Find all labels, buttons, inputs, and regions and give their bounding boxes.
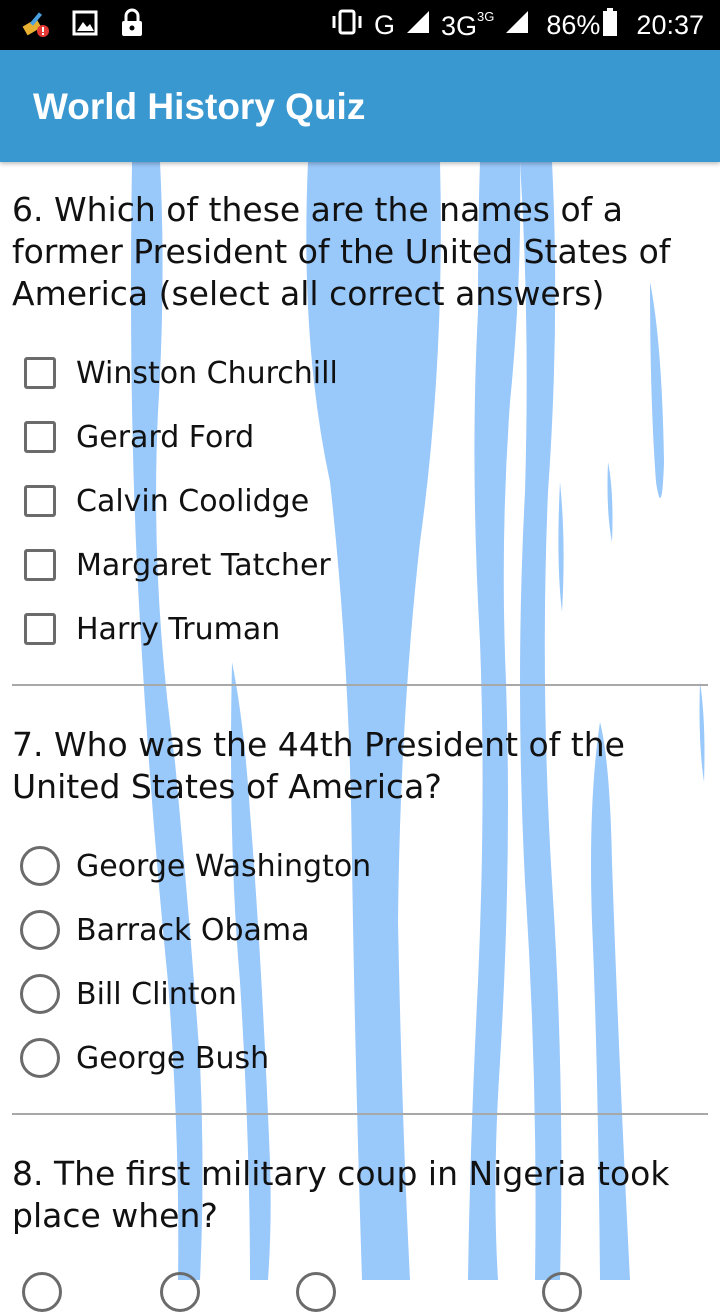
radio-button[interactable] — [296, 1272, 336, 1312]
battery-percent: 86% — [546, 9, 601, 40]
network-type-label: G — [373, 9, 395, 40]
option-gerard-ford[interactable]: Gerard Ford — [24, 415, 254, 459]
divider — [12, 684, 708, 686]
checkbox[interactable] — [24, 485, 56, 517]
network-3g-sup: 3G — [477, 8, 495, 24]
checkbox[interactable] — [24, 357, 56, 389]
cleaner-broom-icon — [20, 8, 50, 43]
clock-time: 20:37 — [636, 9, 704, 40]
option-label: Margaret Tatcher — [76, 547, 331, 583]
radio-button[interactable] — [20, 846, 60, 886]
option-label: Gerard Ford — [76, 419, 255, 455]
battery-icon — [602, 7, 618, 44]
radio-button[interactable] — [160, 1272, 200, 1312]
option-label: Winston Churchill — [76, 355, 338, 391]
radio-button[interactable] — [20, 974, 60, 1014]
radio-button[interactable] — [542, 1272, 582, 1312]
vibrate-icon — [330, 8, 364, 43]
option-harry-truman[interactable]: Harry Truman — [24, 607, 280, 651]
option-label: Calvin Coolidge — [76, 483, 310, 519]
network-3g-label: 3G — [441, 10, 478, 41]
background-streaks — [131, 162, 705, 1280]
option-label: Bill Clinton — [76, 976, 237, 1012]
radio-button[interactable] — [20, 1038, 60, 1078]
radio-button[interactable] — [20, 910, 60, 950]
option-barrack-obama[interactable]: Barrack Obama — [20, 908, 310, 952]
signal-strength-icon — [405, 9, 431, 42]
option-label: George Bush — [76, 1040, 270, 1076]
option-margaret-tatcher[interactable]: Margaret Tatcher — [24, 543, 331, 587]
question-6-text: 6. Which of these are the names of a for… — [12, 190, 671, 313]
option-george-bush[interactable]: George Bush — [20, 1036, 270, 1080]
question-7-text: 7. Who was the 44th President of the Uni… — [12, 725, 625, 806]
option-label: George Washington — [76, 848, 372, 884]
option-winston-churchill[interactable]: Winston Churchill — [24, 351, 338, 395]
divider — [12, 1113, 708, 1115]
app-bar: World History Quiz — [0, 50, 720, 162]
app-title: World History Quiz — [33, 86, 366, 127]
network-3g-indicator: 3G3G — [441, 9, 494, 42]
gallery-image-icon — [72, 10, 98, 41]
option-label: Barrack Obama — [76, 912, 310, 948]
checkbox[interactable] — [24, 421, 56, 453]
lock-icon — [120, 8, 144, 43]
radio-button[interactable] — [22, 1272, 62, 1312]
question-8-text: 8. The first military coup in Nigeria to… — [12, 1154, 670, 1235]
option-bill-clinton[interactable]: Bill Clinton — [20, 972, 237, 1016]
option-calvin-coolidge[interactable]: Calvin Coolidge — [24, 479, 309, 523]
option-label: Harry Truman — [76, 611, 281, 647]
option-george-washington[interactable]: George Washington — [20, 844, 372, 888]
checkbox[interactable] — [24, 613, 56, 645]
checkbox[interactable] — [24, 549, 56, 581]
signal-strength-2-icon — [504, 9, 530, 42]
status-bar: G 3G3G 86% 20:37 — [0, 0, 720, 50]
